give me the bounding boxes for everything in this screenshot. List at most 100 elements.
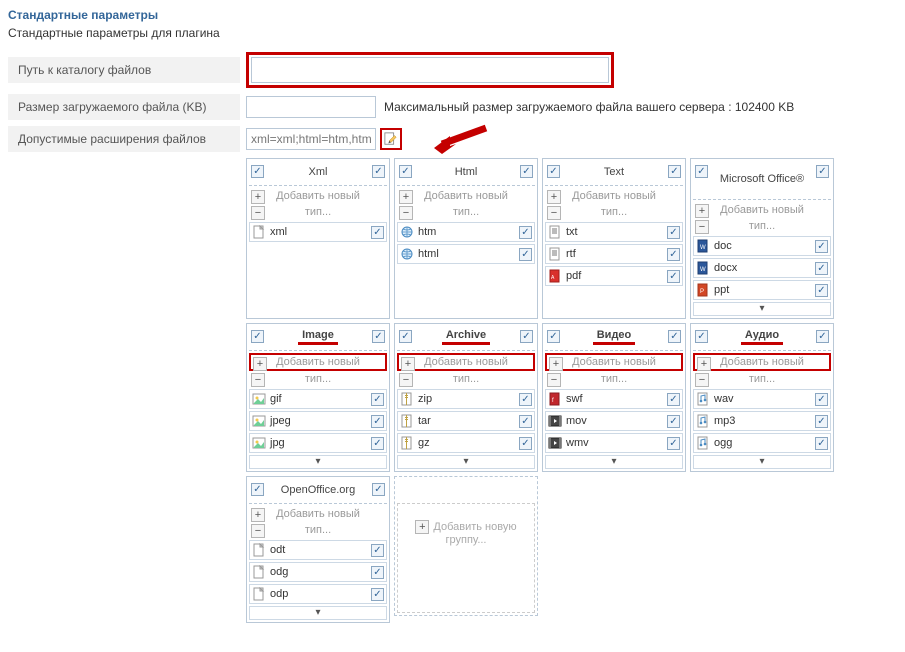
- ext-check[interactable]: [815, 240, 828, 253]
- ext-item-htm[interactable]: htm: [397, 222, 535, 242]
- expand-button[interactable]: ▾: [249, 606, 387, 620]
- group-audio: Аудио+Добавить новый−тип...wavmp3ogg▾: [690, 323, 834, 472]
- group-check-right[interactable]: [816, 165, 829, 178]
- minus-icon: −: [399, 206, 413, 220]
- group-check-right[interactable]: [372, 483, 385, 496]
- ext-check[interactable]: [815, 284, 828, 297]
- ext-item-odp[interactable]: odp: [249, 584, 387, 604]
- ext-check[interactable]: [519, 226, 532, 239]
- group-check-right[interactable]: [520, 330, 533, 343]
- ext-label: odg: [270, 566, 288, 578]
- group-check-left[interactable]: [547, 330, 560, 343]
- add-type-row[interactable]: +Добавить новый: [249, 506, 387, 522]
- group-check-left[interactable]: [251, 330, 264, 343]
- ext-item-xml[interactable]: xml: [249, 222, 387, 242]
- remove-type-row[interactable]: −тип...: [397, 204, 535, 220]
- add-type-row[interactable]: +Добавить новый: [545, 188, 683, 204]
- input-size[interactable]: [246, 96, 376, 118]
- ext-item-ogg[interactable]: ogg: [693, 433, 831, 453]
- expand-button[interactable]: ▾: [397, 455, 535, 469]
- ext-check[interactable]: [371, 588, 384, 601]
- ext-item-swf[interactable]: fswf: [545, 389, 683, 409]
- expand-button[interactable]: ▾: [693, 455, 831, 469]
- ext-check[interactable]: [815, 393, 828, 406]
- ext-item-ppt[interactable]: Pppt: [693, 280, 831, 300]
- add-type-row[interactable]: +Добавить новый: [397, 353, 535, 371]
- ext-check[interactable]: [667, 226, 680, 239]
- ext-item-pdf[interactable]: Apdf: [545, 266, 683, 286]
- group-check-right[interactable]: [372, 165, 385, 178]
- group-check-left[interactable]: [251, 165, 264, 178]
- add-type-row[interactable]: +Добавить новый: [693, 202, 831, 218]
- expand-button[interactable]: ▾: [693, 302, 831, 316]
- ext-item-rtf[interactable]: rtf: [545, 244, 683, 264]
- group-check-left[interactable]: [399, 165, 412, 178]
- ext-item-txt[interactable]: txt: [545, 222, 683, 242]
- group-xml: Xml+Добавить новый−тип...xml: [246, 158, 390, 319]
- ext-check[interactable]: [815, 415, 828, 428]
- add-type-row[interactable]: +Добавить новый: [693, 353, 831, 371]
- edit-ext-button[interactable]: [380, 128, 402, 150]
- ext-item-gif[interactable]: gif: [249, 389, 387, 409]
- ext-check[interactable]: [815, 262, 828, 275]
- group-check-right[interactable]: [668, 165, 681, 178]
- group-check-left[interactable]: [695, 165, 708, 178]
- ext-item-wmv[interactable]: wmv: [545, 433, 683, 453]
- ext-check[interactable]: [519, 415, 532, 428]
- ext-item-tar[interactable]: tar: [397, 411, 535, 431]
- remove-type-row[interactable]: −тип...: [545, 371, 683, 387]
- ext-check[interactable]: [519, 248, 532, 261]
- ext-check[interactable]: [371, 393, 384, 406]
- ext-item-zip[interactable]: zip: [397, 389, 535, 409]
- ext-item-gz[interactable]: gz: [397, 433, 535, 453]
- ext-check[interactable]: [519, 437, 532, 450]
- group-check-right[interactable]: [668, 330, 681, 343]
- ext-item-jpg[interactable]: jpg: [249, 433, 387, 453]
- ext-item-docx[interactable]: Wdocx: [693, 258, 831, 278]
- ext-check[interactable]: [667, 248, 680, 261]
- remove-type-row[interactable]: −тип...: [249, 371, 387, 387]
- ext-item-doc[interactable]: Wdoc: [693, 236, 831, 256]
- ext-check[interactable]: [815, 437, 828, 450]
- ext-check[interactable]: [371, 437, 384, 450]
- input-ext[interactable]: [246, 128, 376, 150]
- extension-groups: Xml+Добавить новый−тип...xmlHtml+Добавит…: [246, 158, 846, 623]
- ext-check[interactable]: [371, 415, 384, 428]
- remove-type-row[interactable]: −тип...: [545, 204, 683, 220]
- add-type-row[interactable]: +Добавить новый: [397, 188, 535, 204]
- ext-item-html[interactable]: html: [397, 244, 535, 264]
- group-check-left[interactable]: [251, 483, 264, 496]
- remove-type-row[interactable]: −тип...: [249, 204, 387, 220]
- group-check-right[interactable]: [520, 165, 533, 178]
- ext-check[interactable]: [371, 226, 384, 239]
- ext-item-odt[interactable]: odt: [249, 540, 387, 560]
- group-check-right[interactable]: [372, 330, 385, 343]
- input-path[interactable]: [251, 57, 609, 83]
- group-check-left[interactable]: [695, 330, 708, 343]
- ext-check[interactable]: [371, 544, 384, 557]
- expand-button[interactable]: ▾: [249, 455, 387, 469]
- group-check-right[interactable]: [816, 330, 829, 343]
- remove-type-row[interactable]: −тип...: [397, 371, 535, 387]
- add-type-row[interactable]: +Добавить новый: [249, 353, 387, 371]
- ext-check[interactable]: [667, 415, 680, 428]
- remove-type-row[interactable]: −тип...: [693, 371, 831, 387]
- ext-item-mp3[interactable]: mp3: [693, 411, 831, 431]
- group-check-left[interactable]: [547, 165, 560, 178]
- expand-button[interactable]: ▾: [545, 455, 683, 469]
- group-check-left[interactable]: [399, 330, 412, 343]
- remove-type-row[interactable]: −тип...: [693, 218, 831, 234]
- add-type-row[interactable]: +Добавить новый: [545, 353, 683, 371]
- ext-check[interactable]: [371, 566, 384, 579]
- add-group-box[interactable]: +Добавить новую группу...: [394, 476, 538, 616]
- ext-item-odg[interactable]: odg: [249, 562, 387, 582]
- ext-item-wav[interactable]: wav: [693, 389, 831, 409]
- ext-item-mov[interactable]: mov: [545, 411, 683, 431]
- ext-check[interactable]: [667, 393, 680, 406]
- remove-type-row[interactable]: −тип...: [249, 522, 387, 538]
- add-type-row[interactable]: +Добавить новый: [249, 188, 387, 204]
- ext-check[interactable]: [519, 393, 532, 406]
- ext-check[interactable]: [667, 437, 680, 450]
- ext-check[interactable]: [667, 270, 680, 283]
- ext-item-jpeg[interactable]: jpeg: [249, 411, 387, 431]
